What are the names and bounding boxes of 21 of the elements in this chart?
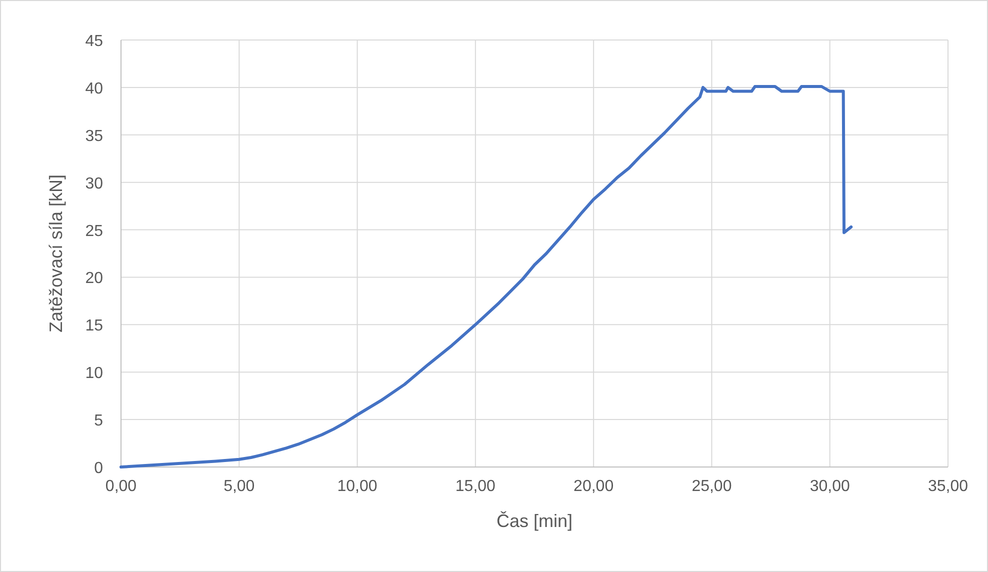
y-tick-label: 20 — [85, 270, 104, 288]
y-tick-label: 5 — [94, 412, 104, 430]
x-tick-label: 10,00 — [337, 478, 378, 495]
x-tick-label: 30,00 — [810, 478, 850, 495]
y-tick-label: 40 — [85, 80, 104, 98]
x-tick-label: 35,00 — [928, 478, 968, 495]
x-tick-label: 0,00 — [105, 478, 137, 495]
y-tick-label: 25 — [85, 222, 104, 240]
y-tick-label: 0 — [94, 460, 104, 477]
x-tick-label: 15,00 — [455, 478, 496, 495]
y-axis-title: Zatěžovací síla [kN] — [46, 174, 66, 333]
x-tick-label: 5,00 — [224, 478, 255, 495]
y-tick-label: 10 — [85, 365, 104, 382]
line-series — [120, 84, 853, 468]
y-tick-label: 30 — [85, 175, 104, 192]
y-tick-label: 15 — [85, 318, 104, 335]
y-tick-label: 35 — [85, 128, 104, 145]
y-tick-label: 45 — [85, 33, 104, 50]
x-axis-title: Čas [min] — [496, 511, 573, 531]
x-tick-label: 25,00 — [692, 478, 732, 495]
x-tick-label: 20,00 — [574, 478, 614, 495]
